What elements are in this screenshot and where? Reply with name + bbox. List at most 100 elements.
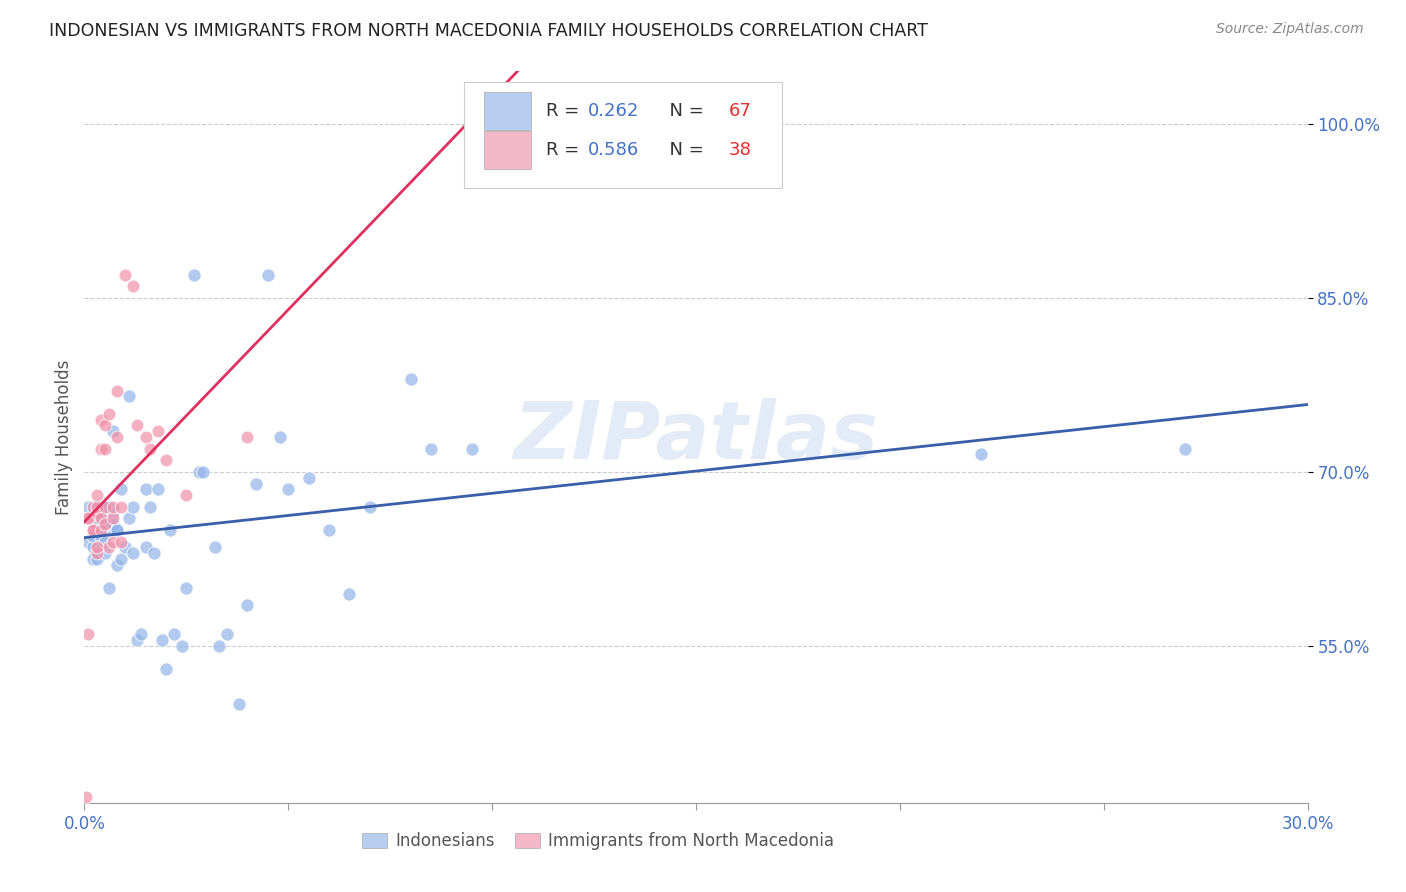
- Point: [114, 541, 136, 555]
- Point: [359, 500, 381, 514]
- Point: [142, 546, 165, 560]
- Point: [101, 506, 124, 520]
- FancyBboxPatch shape: [464, 82, 782, 188]
- Point: [339, 587, 361, 601]
- Point: [138, 442, 160, 456]
- Point: [77, 511, 100, 525]
- Point: [269, 430, 291, 444]
- Point: [77, 500, 100, 514]
- Point: [187, 465, 209, 479]
- Text: INDONESIAN VS IMMIGRANTS FROM NORTH MACEDONIA FAMILY HOUSEHOLDS CORRELATION CHAR: INDONESIAN VS IMMIGRANTS FROM NORTH MACE…: [49, 22, 928, 40]
- Point: [135, 541, 157, 555]
- Point: [138, 500, 160, 514]
- Point: [127, 418, 149, 433]
- Point: [228, 697, 250, 711]
- Y-axis label: Family Households: Family Households: [55, 359, 73, 515]
- Point: [93, 500, 115, 514]
- Point: [277, 483, 299, 497]
- Point: [90, 506, 112, 520]
- Point: [257, 268, 280, 282]
- Point: [105, 523, 128, 537]
- Point: [105, 523, 128, 537]
- Point: [155, 662, 177, 676]
- Point: [118, 389, 141, 403]
- Point: [82, 529, 104, 543]
- Point: [174, 488, 197, 502]
- Point: [86, 500, 108, 514]
- Point: [75, 789, 97, 804]
- Point: [245, 476, 267, 491]
- Point: [86, 488, 108, 502]
- Point: [97, 541, 120, 555]
- Point: [101, 500, 124, 514]
- Point: [208, 639, 231, 653]
- Point: [135, 483, 157, 497]
- FancyBboxPatch shape: [484, 130, 531, 169]
- Point: [105, 558, 128, 572]
- Point: [97, 581, 120, 595]
- Point: [86, 541, 108, 555]
- Point: [90, 412, 112, 426]
- Legend: Indonesians, Immigrants from North Macedonia: Indonesians, Immigrants from North Maced…: [356, 825, 841, 856]
- Point: [101, 517, 124, 532]
- Point: [217, 627, 239, 641]
- Text: Source: ZipAtlas.com: Source: ZipAtlas.com: [1216, 22, 1364, 37]
- Point: [135, 430, 157, 444]
- Point: [93, 517, 115, 532]
- Point: [82, 523, 104, 537]
- Point: [105, 430, 128, 444]
- Point: [93, 517, 115, 532]
- Point: [110, 483, 132, 497]
- Text: 0.262: 0.262: [588, 102, 640, 120]
- Point: [420, 442, 443, 456]
- Point: [1174, 442, 1197, 456]
- Point: [110, 534, 132, 549]
- Point: [82, 541, 104, 555]
- Point: [86, 552, 108, 566]
- Point: [461, 442, 484, 456]
- Text: 0.586: 0.586: [588, 141, 640, 159]
- Point: [97, 407, 120, 421]
- Point: [101, 534, 124, 549]
- Point: [150, 633, 173, 648]
- Point: [204, 541, 226, 555]
- Text: 38: 38: [728, 141, 752, 159]
- Point: [101, 511, 124, 525]
- Point: [90, 511, 112, 525]
- Point: [97, 500, 120, 514]
- Point: [110, 500, 132, 514]
- Point: [97, 523, 120, 537]
- Point: [114, 268, 136, 282]
- Point: [90, 523, 112, 537]
- Point: [93, 442, 115, 456]
- Text: N =: N =: [658, 102, 710, 120]
- Point: [86, 506, 108, 520]
- Point: [93, 534, 115, 549]
- Point: [146, 483, 169, 497]
- Point: [191, 465, 214, 479]
- Point: [298, 471, 321, 485]
- Point: [970, 448, 993, 462]
- Point: [174, 581, 197, 595]
- Point: [93, 500, 115, 514]
- Point: [105, 384, 128, 398]
- Point: [146, 424, 169, 438]
- Point: [127, 633, 149, 648]
- Point: [163, 627, 186, 641]
- Point: [97, 517, 120, 532]
- Point: [122, 546, 145, 560]
- Point: [90, 529, 112, 543]
- Point: [86, 500, 108, 514]
- Point: [86, 546, 108, 560]
- Point: [155, 453, 177, 467]
- Point: [236, 599, 259, 613]
- Text: R =: R =: [546, 102, 585, 120]
- Point: [82, 523, 104, 537]
- Point: [101, 424, 124, 438]
- FancyBboxPatch shape: [484, 92, 531, 130]
- Point: [90, 500, 112, 514]
- Point: [82, 500, 104, 514]
- Text: ZIPatlas: ZIPatlas: [513, 398, 879, 476]
- Text: R =: R =: [546, 141, 585, 159]
- Point: [122, 500, 145, 514]
